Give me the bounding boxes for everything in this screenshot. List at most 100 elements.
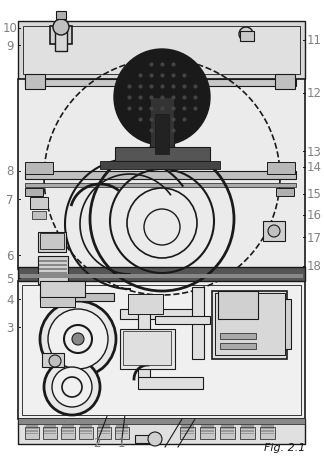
Bar [22,285,301,415]
Text: 13: 13 [307,145,322,158]
Bar [25,188,43,197]
Bar [40,233,64,250]
Bar [220,427,235,439]
Bar [263,221,285,242]
Text: 8: 8 [6,165,13,178]
Text: 11: 11 [307,34,322,47]
Bar [116,430,128,432]
Bar [261,427,274,429]
Bar [221,427,234,429]
Bar [44,427,56,429]
Bar [116,427,128,429]
Bar [40,282,85,297]
Bar [181,427,194,429]
Circle shape [148,432,162,446]
Bar [267,163,295,175]
Bar [26,430,38,432]
Bar [40,294,114,301]
Bar [30,198,48,210]
Bar [120,329,175,369]
Bar [241,430,254,432]
Bar [135,435,153,443]
Text: 5: 5 [6,272,13,285]
Bar [38,232,66,252]
Text: 9: 9 [6,40,14,53]
Bar [192,288,204,359]
Bar [18,282,305,419]
Bar [42,353,64,367]
Bar [120,309,200,319]
Bar [18,80,305,269]
Bar [212,291,287,359]
Text: 14: 14 [307,161,322,174]
Bar [80,432,92,434]
Bar [241,425,254,426]
Bar [80,425,92,426]
Bar [273,300,291,349]
Bar [201,432,214,434]
Bar [61,427,75,439]
Text: 12: 12 [307,87,322,100]
Bar [221,425,234,426]
Bar [23,27,300,75]
Text: 2: 2 [93,436,101,449]
Bar [44,432,56,434]
Bar [100,162,220,169]
Bar [39,272,67,275]
Bar [80,427,92,429]
Bar [115,148,210,162]
Text: 1: 1 [118,436,125,449]
Bar [180,427,195,439]
Bar [98,432,110,434]
Text: 3: 3 [6,321,13,334]
Bar [21,25,302,441]
Bar [18,418,305,424]
Circle shape [49,355,61,367]
Bar [38,257,68,284]
Bar [181,430,194,432]
Circle shape [44,359,100,415]
Bar [26,425,38,426]
Bar [276,188,294,197]
Circle shape [239,28,253,42]
Text: 4: 4 [6,293,14,306]
Circle shape [268,225,280,238]
Circle shape [53,20,69,36]
Bar [39,264,67,266]
Bar [220,333,256,339]
Bar [240,427,255,439]
Bar [123,332,171,365]
Circle shape [114,50,210,146]
Bar [56,12,66,20]
Text: 10: 10 [2,22,17,35]
Circle shape [72,333,84,345]
Bar [261,432,274,434]
Bar [79,427,93,439]
Bar [98,425,110,426]
Bar [80,430,92,432]
Bar [50,27,72,45]
Bar [155,316,210,324]
Bar [20,275,303,278]
Bar [98,430,110,432]
Bar [39,260,67,263]
Bar [261,425,274,426]
Bar [138,377,203,389]
Bar [55,22,67,52]
Bar [18,22,305,444]
Bar [25,163,53,175]
Bar [221,430,234,432]
Bar [138,309,150,379]
Bar [221,432,234,434]
Bar [218,291,258,319]
Bar [25,427,39,439]
Bar [44,425,56,426]
Bar [150,98,174,148]
Bar [220,343,256,349]
Text: 17: 17 [307,231,322,244]
Bar [181,432,194,434]
Bar [44,430,56,432]
Bar [40,297,75,307]
Bar [128,294,163,314]
Text: 6: 6 [6,249,14,262]
